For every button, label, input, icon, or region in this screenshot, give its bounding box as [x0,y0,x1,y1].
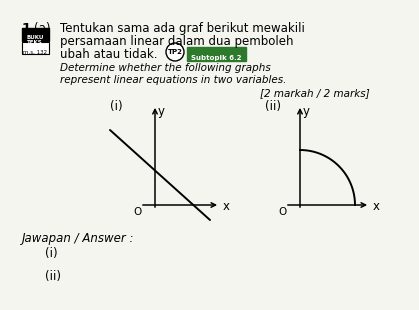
Text: O: O [134,207,142,217]
Text: (i): (i) [45,247,58,260]
Text: (a): (a) [34,22,51,35]
Circle shape [166,43,184,61]
Text: Determine whether the following graphs: Determine whether the following graphs [60,63,271,73]
Text: x: x [373,201,380,214]
FancyBboxPatch shape [21,28,49,41]
Text: persamaan linear dalam dua pemboleh: persamaan linear dalam dua pemboleh [60,35,293,48]
Text: (i): (i) [110,100,123,113]
Text: represent linear equations in two variables.: represent linear equations in two variab… [60,75,286,85]
Text: ubah atau tidak.: ubah atau tidak. [60,48,158,61]
Text: 1.: 1. [22,22,36,35]
Text: Tentukan sama ada graf berikut mewakili: Tentukan sama ada graf berikut mewakili [60,22,305,35]
Text: TP2: TP2 [168,49,182,55]
Text: BUKU: BUKU [26,35,44,40]
FancyBboxPatch shape [186,46,246,60]
Text: Subtopik 6.2: Subtopik 6.2 [191,55,241,61]
Text: [2 markah / 2 marks]: [2 markah / 2 marks] [260,88,370,98]
Text: Jawapan / Answer :: Jawapan / Answer : [22,232,134,245]
Text: m.s. 132: m.s. 132 [23,50,47,55]
FancyBboxPatch shape [21,42,49,54]
Text: (ii): (ii) [45,270,61,283]
Text: O: O [279,207,287,217]
Text: x: x [223,201,230,214]
Text: y: y [303,105,310,118]
Text: TEKS: TEKS [27,41,43,46]
Text: y: y [158,105,165,118]
Text: (ii): (ii) [265,100,281,113]
